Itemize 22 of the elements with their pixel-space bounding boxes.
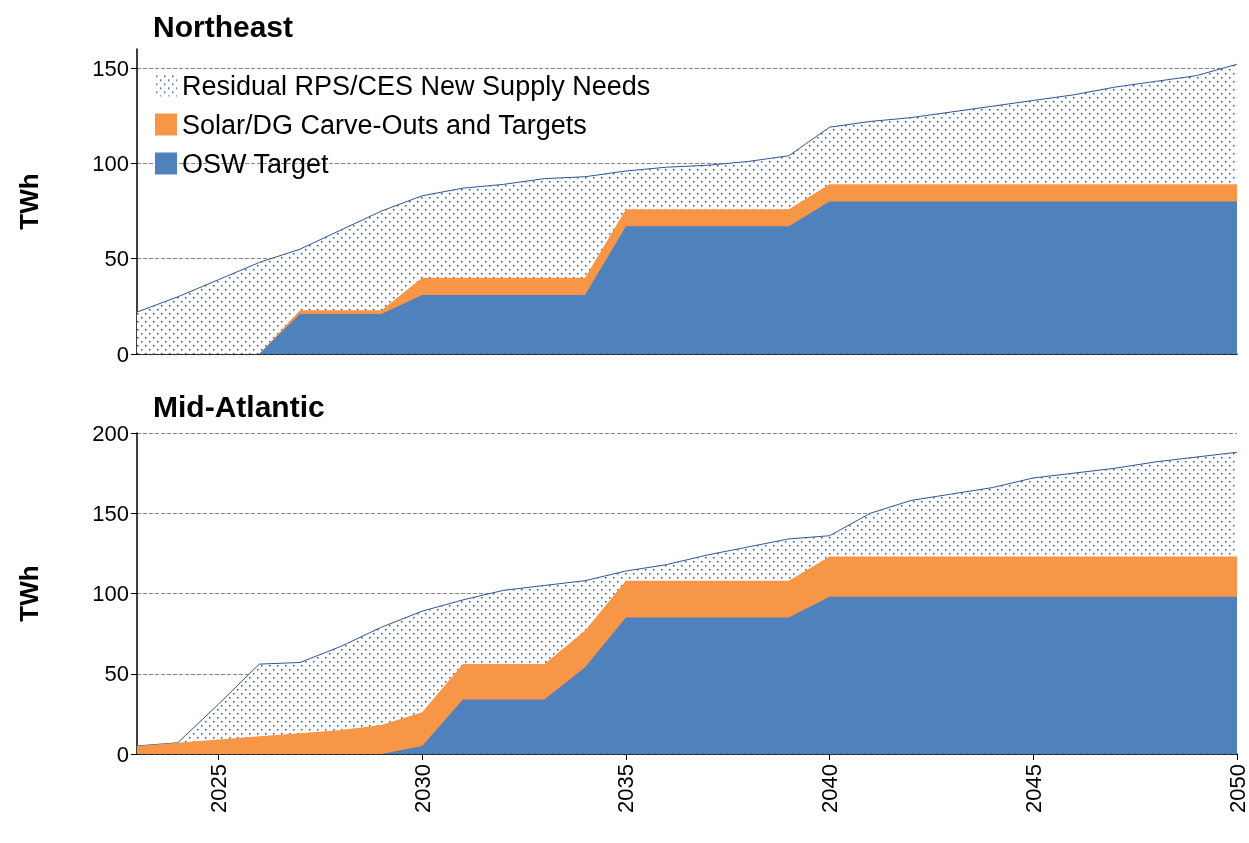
y-tick-label: 0 bbox=[116, 741, 129, 767]
y-tick-label: 150 bbox=[92, 55, 129, 81]
y-tick-label: 200 bbox=[92, 420, 129, 446]
chart-title: Mid-Atlantic bbox=[153, 389, 325, 423]
legend-label: Solar/DG Carve-Outs and Targets bbox=[182, 109, 587, 140]
legend-label: Residual RPS/CES New Supply Needs bbox=[182, 70, 651, 101]
y-axis-title: TWh bbox=[14, 173, 44, 230]
y-tick-label: 50 bbox=[104, 661, 129, 687]
y-tick-label: 100 bbox=[92, 150, 129, 176]
y-tick-label: 150 bbox=[92, 500, 129, 526]
y-tick-label: 100 bbox=[92, 581, 129, 606]
y-tick-label: 0 bbox=[116, 341, 129, 367]
x-tick-label: 2035 bbox=[613, 764, 639, 813]
chart-title: Northeast bbox=[153, 9, 294, 43]
x-tick-label: 2045 bbox=[1020, 764, 1046, 813]
legend-label: OSW Target bbox=[182, 148, 330, 179]
x-tick-label: 2030 bbox=[409, 764, 435, 813]
x-tick-label: 2050 bbox=[1224, 764, 1249, 813]
y-tick-label: 50 bbox=[104, 246, 129, 272]
y-axis-title: TWh bbox=[14, 565, 44, 622]
x-tick-label: 2040 bbox=[817, 764, 843, 813]
x-tick-label: 2025 bbox=[205, 764, 231, 813]
